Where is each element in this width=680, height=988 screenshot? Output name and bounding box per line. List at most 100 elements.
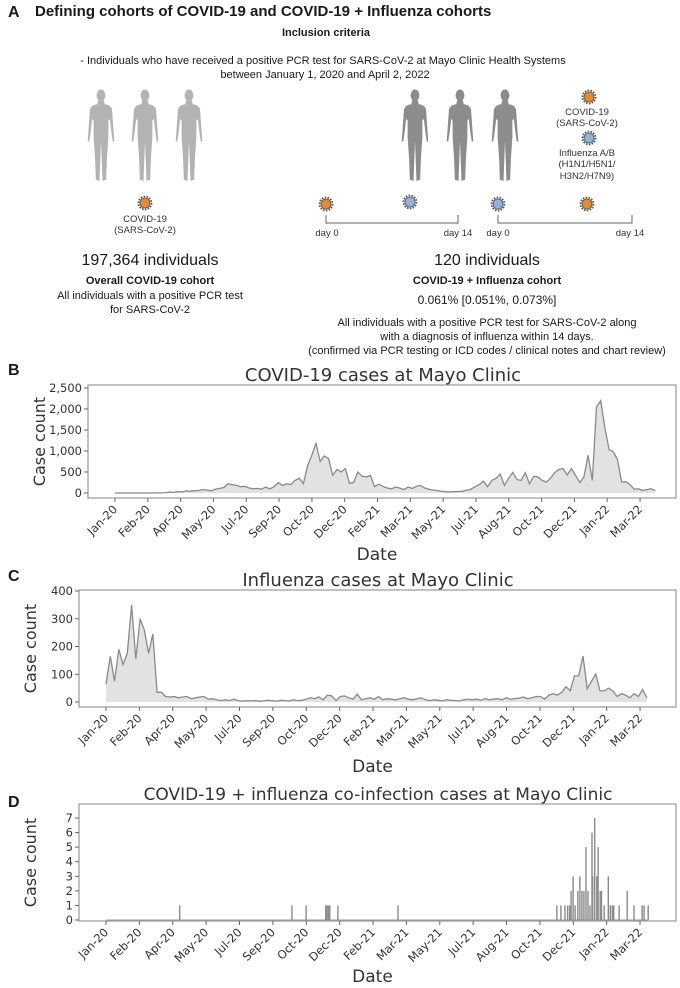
x-tick-label: Dec-21 bbox=[541, 502, 580, 541]
area-fill bbox=[115, 400, 656, 493]
bar bbox=[597, 847, 599, 920]
bar bbox=[326, 905, 328, 920]
bar bbox=[556, 905, 558, 920]
y-tick-label: 5 bbox=[66, 840, 73, 854]
x-tick-label: Feb-20 bbox=[107, 711, 145, 749]
bar bbox=[574, 905, 576, 920]
x-tick-label: May-20 bbox=[171, 925, 211, 965]
panel-b-label: B bbox=[8, 362, 20, 379]
y-tick-label: 2 bbox=[66, 884, 73, 898]
x-tick-label: Mar-22 bbox=[607, 925, 645, 963]
coinfection-cohort-desc2: with a diagnosis of influenza within 14 … bbox=[380, 331, 594, 343]
x-tick-label: May-20 bbox=[171, 711, 211, 751]
x-tick-label: Dec-20 bbox=[311, 502, 350, 541]
bar bbox=[569, 905, 571, 920]
overall-cohort-desc1: All individuals with a positive PCR test bbox=[57, 290, 243, 302]
y-tick-label: 200 bbox=[51, 640, 73, 654]
legend-covid-label: COVID-19 bbox=[565, 107, 609, 118]
bar bbox=[633, 905, 635, 920]
x-tick-label: Aug-21 bbox=[475, 502, 514, 541]
timeline-day14: day 14 bbox=[615, 228, 645, 239]
y-axis-label: Case count bbox=[21, 604, 40, 693]
bar bbox=[570, 890, 572, 920]
x-tick-label: Dec-21 bbox=[540, 925, 579, 964]
y-tick-label: 1,500 bbox=[49, 423, 82, 437]
bar bbox=[572, 876, 574, 920]
x-axis-label: Date bbox=[352, 757, 393, 777]
chart-title: Influenza cases at Mayo Clinic bbox=[242, 570, 513, 591]
y-tick-label: 2,000 bbox=[49, 402, 82, 416]
timeline-day0: day 0 bbox=[486, 228, 510, 239]
bar bbox=[564, 905, 566, 920]
x-tick-label: Dec-20 bbox=[306, 711, 345, 750]
bar bbox=[305, 905, 307, 920]
y-axis-label: Case count bbox=[30, 397, 49, 486]
series-line bbox=[105, 604, 648, 702]
x-tick-label: May-21 bbox=[408, 502, 448, 542]
coinfection-cohort-desc1: All individuals with a positive PCR test… bbox=[337, 317, 637, 329]
x-tick-label: Oct-20 bbox=[274, 925, 311, 962]
bar bbox=[589, 905, 591, 920]
x-tick-label: Jan-20 bbox=[84, 502, 120, 538]
legend-covid-sub: (SARS-CoV-2) bbox=[556, 118, 618, 129]
x-tick-label: Aug-21 bbox=[473, 711, 512, 750]
timeline-day14: day 14 bbox=[443, 228, 473, 239]
x-axis-label: Date bbox=[352, 967, 393, 987]
panel-a-label: A bbox=[8, 4, 20, 21]
x-tick-label: Feb-20 bbox=[107, 925, 145, 963]
plot-frame bbox=[87, 384, 677, 499]
x-tick-label: Dec-20 bbox=[306, 925, 345, 964]
bar bbox=[581, 890, 583, 920]
bar bbox=[600, 890, 603, 920]
panel-a-title: Defining cohorts of COVID-19 and COVID-1… bbox=[35, 3, 492, 20]
y-axis-label: Case count bbox=[21, 818, 40, 907]
x-tick-label: Mar-21 bbox=[374, 925, 412, 963]
bar bbox=[327, 905, 330, 920]
x-tick-label: Feb-21 bbox=[341, 925, 379, 963]
panel-d-label: D bbox=[8, 794, 20, 811]
y-tick-label: 3 bbox=[66, 869, 73, 883]
bar bbox=[599, 890, 601, 920]
overall-cohort-name: Overall COVID-19 cohort bbox=[85, 275, 215, 287]
area-fill bbox=[106, 604, 647, 702]
bar bbox=[594, 818, 596, 920]
bar bbox=[291, 905, 293, 920]
x-tick-label: Jan-20 bbox=[75, 711, 111, 747]
x-tick-label: Feb-21 bbox=[341, 711, 379, 749]
timeline-bracket bbox=[497, 215, 633, 224]
bar bbox=[596, 876, 598, 920]
bar bbox=[641, 905, 643, 920]
x-tick-label: Oct-21 bbox=[508, 925, 545, 962]
inclusion-criteria-heading: Inclusion criteria bbox=[281, 27, 371, 39]
timeline-bracket bbox=[325, 215, 459, 224]
x-tick-label: May-21 bbox=[405, 925, 445, 965]
x-tick-label: May-20 bbox=[179, 502, 219, 542]
bar bbox=[592, 876, 594, 920]
bar bbox=[603, 905, 605, 920]
bar bbox=[587, 890, 589, 920]
bar bbox=[560, 905, 562, 920]
plot-frame bbox=[78, 803, 677, 922]
y-tick-label: 100 bbox=[51, 667, 73, 681]
panel-c-label: C bbox=[8, 568, 20, 585]
y-tick-label: 0 bbox=[66, 695, 73, 709]
bar bbox=[329, 905, 331, 920]
timeline-day0: day 0 bbox=[315, 228, 339, 239]
bar bbox=[397, 905, 399, 920]
bar bbox=[179, 905, 181, 920]
bar bbox=[579, 876, 581, 920]
x-tick-label: Feb-21 bbox=[345, 502, 383, 540]
x-tick-label: Mar-22 bbox=[607, 711, 645, 749]
x-tick-label: Feb-20 bbox=[115, 502, 153, 540]
y-tick-label: 7 bbox=[66, 811, 73, 825]
coinfection-rate: 0.061% [0.051%, 0.073%] bbox=[417, 293, 557, 307]
x-tick-label: Mar-22 bbox=[607, 502, 645, 540]
x-tick-label: Oct-21 bbox=[509, 502, 546, 539]
left-virus-label: COVID-19 bbox=[123, 214, 167, 225]
y-tick-label: 0 bbox=[75, 486, 82, 500]
bar bbox=[647, 905, 649, 920]
legend-flu-label: Influenza A/B bbox=[559, 148, 615, 159]
